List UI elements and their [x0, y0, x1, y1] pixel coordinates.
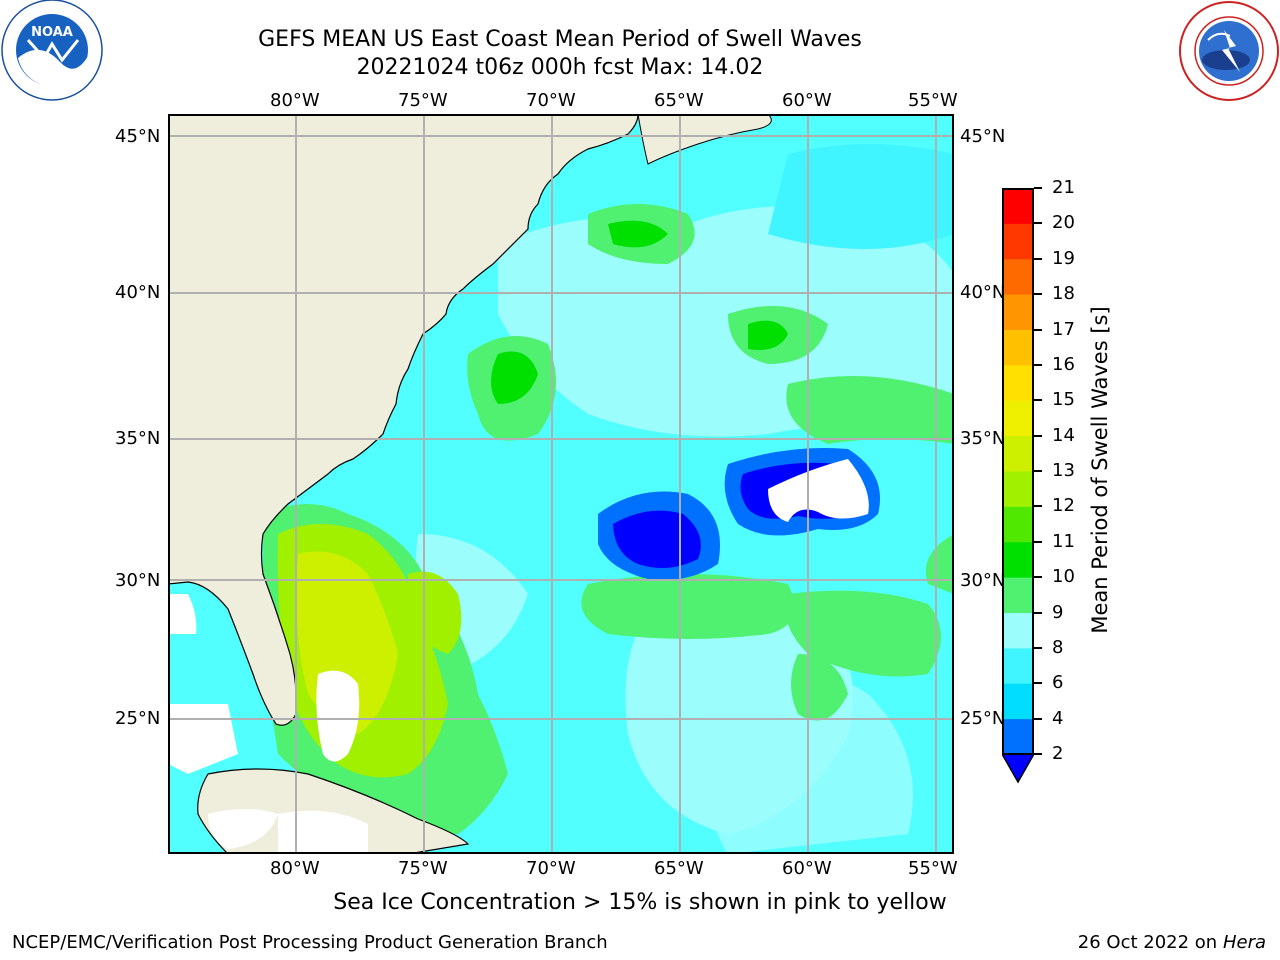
colorbar-tick-label: 10: [1052, 566, 1075, 588]
lat-label-right: 30°N: [960, 570, 1006, 591]
colorbar-tick-label: 14: [1052, 424, 1075, 446]
lon-label-bottom: 65°W: [654, 858, 704, 879]
colorbar-band: [1002, 188, 1034, 224]
colorbar-tick-label: 4: [1052, 707, 1064, 729]
colorbar-tick-label: 12: [1052, 495, 1075, 517]
colorbar-band: [1002, 258, 1034, 295]
map-canvas: [168, 114, 954, 854]
colorbar-tick-label: 19: [1052, 247, 1075, 269]
colorbar-band: [1002, 577, 1034, 613]
map-panel: [168, 114, 954, 854]
graticule: [168, 114, 954, 854]
colorbar-band: [1002, 294, 1034, 330]
colorbar-tick-label: 11: [1052, 530, 1075, 552]
colorbar-tick-label: 20: [1052, 212, 1075, 234]
colorbar-tick-mark: [1034, 363, 1042, 366]
lat-label-left: 25°N: [115, 708, 161, 729]
lon-label-bottom: 70°W: [526, 858, 576, 879]
colorbar-tick-mark: [1034, 717, 1042, 720]
lat-label-left: 40°N: [115, 282, 161, 303]
colorbar-band: [1002, 612, 1034, 649]
colorbar-tick-label: 21: [1052, 177, 1075, 198]
colorbar-band: [1002, 223, 1034, 260]
colorbar-tick-label: 15: [1052, 389, 1075, 411]
footer-credit: NCEP/EMC/Verification Post Processing Pr…: [12, 932, 608, 953]
colorbar-band: [1002, 506, 1034, 543]
colorbar-band: [1002, 329, 1034, 366]
land-us: [168, 114, 639, 726]
colorbar: [1002, 188, 1034, 784]
lat-label-left: 30°N: [115, 570, 161, 591]
colorbar-tick-label: 8: [1052, 636, 1064, 658]
lon-label-top: 65°W: [654, 90, 704, 111]
colorbar-tick-label: 18: [1052, 283, 1075, 305]
lon-label-top: 55°W: [908, 90, 958, 111]
colorbar-tick-mark: [1034, 505, 1042, 508]
colorbar-band: [1002, 471, 1034, 507]
map-border: [168, 114, 954, 854]
colorbar-tick-mark: [1034, 682, 1042, 685]
lat-label-right: 45°N: [960, 126, 1006, 147]
footer-date: 26 Oct 2022 on Hera: [1077, 932, 1266, 953]
colorbar-tick-mark: [1034, 753, 1042, 755]
colorbar-tick-mark: [1034, 222, 1042, 225]
colorbar-tick-label: 2: [1052, 743, 1064, 764]
colorbar-band: [1002, 435, 1034, 472]
colorbar-title: Mean Period of Swell Waves [s]: [1088, 306, 1112, 634]
lon-label-bottom: 75°W: [398, 858, 448, 879]
chart-subtitle: 20221024 t06z 000h fcst Max: 14.02: [356, 55, 764, 80]
colorbar-border: [1002, 188, 1034, 755]
colorbar-band: [1002, 718, 1034, 755]
colorbar-extend-arrow: [1002, 753, 1034, 784]
colorbar-tick-label: 16: [1052, 353, 1075, 375]
colorbar-tick-mark: [1034, 399, 1042, 402]
lon-label-top: 70°W: [526, 90, 576, 111]
land-nova-scotia: [637, 114, 772, 165]
colorbar-tick-mark: [1034, 293, 1042, 296]
chart-title: GEFS MEAN US East Coast Mean Period of S…: [258, 27, 862, 52]
svg-text:NOAA: NOAA: [31, 25, 73, 40]
colorbar-tick-mark: [1034, 611, 1042, 614]
colorbar-tick-mark: [1034, 328, 1042, 331]
colorbar-tick-label: 9: [1052, 601, 1064, 623]
lon-label-top: 60°W: [782, 90, 832, 111]
lat-label-right: 40°N: [960, 282, 1006, 303]
lon-label-bottom: 55°W: [908, 858, 958, 879]
nws-logo: [1179, 1, 1279, 101]
sea-ice-note: Sea Ice Concentration > 15% is shown in …: [333, 890, 947, 915]
colorbar-tick-mark: [1034, 187, 1042, 189]
colorbar-tick-mark: [1034, 257, 1042, 260]
lat-label-left: 45°N: [115, 126, 161, 147]
colorbar-tick-mark: [1034, 470, 1042, 472]
colorbar-band: [1002, 364, 1034, 401]
noaa-logo: NOAA: [1, 0, 103, 101]
colorbar-tick-label: 17: [1052, 318, 1075, 340]
footer-machine: Hera: [1222, 932, 1266, 953]
lon-label-bottom: 80°W: [270, 858, 320, 879]
colorbar-band: [1002, 647, 1034, 684]
colorbar-tick-label: 13: [1052, 460, 1075, 481]
colorbar-tick-mark: [1034, 434, 1042, 437]
colorbar-band: [1002, 541, 1034, 578]
colorbar-band: [1002, 683, 1034, 720]
lat-label-left: 35°N: [115, 428, 161, 449]
colorbar-band: [1002, 400, 1034, 437]
lon-label-top: 80°W: [270, 90, 320, 111]
colorbar-tick-mark: [1034, 576, 1042, 579]
colorbar-tick-mark: [1034, 646, 1042, 649]
lat-label-right: 35°N: [960, 428, 1006, 449]
colorbar-tick-label: 6: [1052, 672, 1064, 694]
lon-label-bottom: 60°W: [782, 858, 832, 879]
lat-label-right: 25°N: [960, 708, 1006, 729]
colorbar-tick-mark: [1034, 540, 1042, 543]
lon-label-top: 75°W: [398, 90, 448, 111]
